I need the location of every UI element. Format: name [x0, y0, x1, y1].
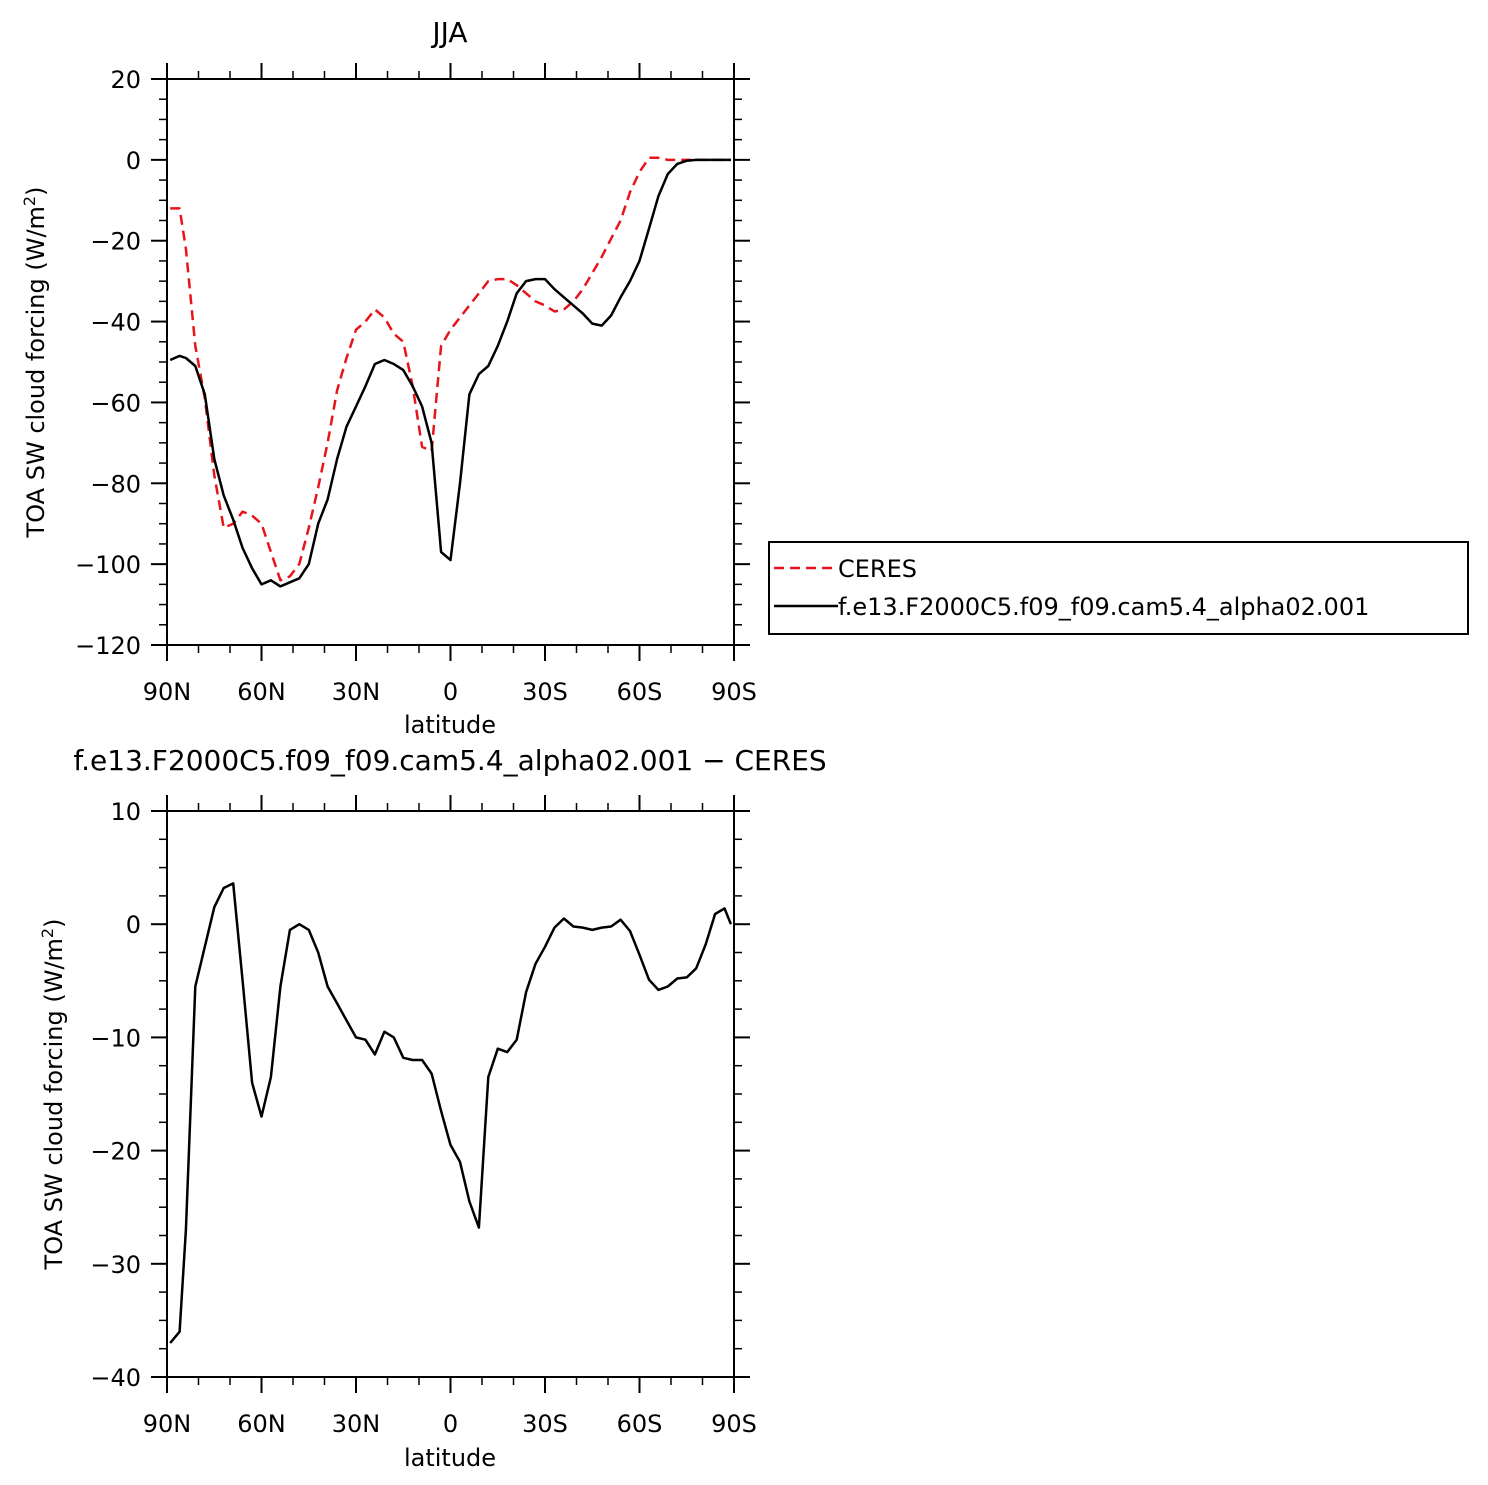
y-axis-label-superscript: 2: [20, 196, 39, 206]
x-tick-label: 60S: [617, 678, 663, 706]
x-axis-label: latitude: [404, 711, 496, 739]
y-tick-label: −30: [90, 1251, 141, 1279]
x-tick-label: 0: [443, 678, 458, 706]
y-tick-label: 0: [126, 147, 141, 175]
plot-frame: [166, 810, 735, 1378]
y-axis-label: TOA SW cloud forcing (W/m2): [38, 919, 68, 1271]
y-tick-label: −80: [90, 470, 141, 498]
chart-title: f.e13.F2000C5.f09_f09.cam5.4_alpha02.001…: [73, 744, 826, 777]
y-tick-label: −40: [90, 1364, 141, 1392]
y-axis-label-close: ): [22, 187, 50, 196]
bottom-chart-panel: f.e13.F2000C5.f09_f09.cam5.4_alpha02.001…: [38, 744, 827, 1472]
series-line-ceres: [170, 156, 731, 582]
x-tick-label: 90N: [143, 678, 192, 706]
top-chart-panel: JJA 20 0 −20 −40 −60 −80 −100 −120 90N 60N 30N 0 30…: [20, 16, 757, 739]
y-tick-label: −20: [90, 228, 141, 256]
x-axis: 90N 60N 30N 0 30S 60S 90S: [143, 63, 757, 706]
x-tick-label: 60S: [617, 1410, 663, 1438]
x-tick-label: 30N: [332, 678, 381, 706]
x-tick-label: 30S: [522, 678, 568, 706]
y-tick-label: −10: [90, 1024, 141, 1052]
y-axis-label-superscript: 2: [38, 928, 57, 938]
y-tick-label: −100: [75, 551, 141, 579]
y-tick-label: 10: [110, 798, 141, 826]
series-group: [169, 882, 733, 1344]
x-tick-label: 90N: [143, 1410, 192, 1438]
x-tick-label: 0: [443, 1410, 458, 1438]
legend-frame: [768, 541, 1469, 635]
y-tick-label: −120: [75, 632, 141, 660]
y-tick-label: −40: [90, 309, 141, 337]
y-tick-label: 20: [110, 66, 141, 94]
y-axis-label-text: TOA SW cloud forcing (W/m: [40, 938, 68, 1270]
x-tick-label: 90S: [711, 678, 757, 706]
x-tick-label: 30S: [522, 1410, 568, 1438]
legend-label-ceres: CERES: [838, 555, 917, 583]
y-tick-label: 0: [126, 911, 141, 939]
series-group: [169, 156, 731, 588]
chart-title: JJA: [430, 16, 467, 49]
y-tick-label: −20: [90, 1138, 141, 1166]
y-axis: 10 0 −10 −20 −30 −40: [90, 798, 750, 1392]
y-tick-label: −60: [90, 389, 141, 417]
legend: CERES f.e13.F2000C5.f09_f09.cam5.4_alpha…: [768, 541, 1469, 635]
x-tick-label: 60N: [237, 678, 286, 706]
x-tick-label: 60N: [237, 1410, 286, 1438]
x-axis: 90N 60N 30N 0 30S 60S 90S: [143, 795, 757, 1438]
y-axis-label-text: TOA SW cloud forcing (W/m: [22, 206, 50, 538]
y-axis-label-close: ): [40, 919, 68, 928]
y-axis: 20 0 −20 −40 −60 −80 −100 −120: [75, 66, 750, 660]
x-axis-label: latitude: [404, 1444, 496, 1472]
x-tick-label: 30N: [332, 1410, 381, 1438]
series-line-model: [169, 158, 731, 588]
series-line-model: [169, 882, 733, 1344]
legend-label-model: f.e13.F2000C5.f09_f09.cam5.4_alpha02.001: [838, 593, 1369, 621]
x-tick-label: 90S: [711, 1410, 757, 1438]
y-axis-label: TOA SW cloud forcing (W/m2): [20, 187, 50, 539]
